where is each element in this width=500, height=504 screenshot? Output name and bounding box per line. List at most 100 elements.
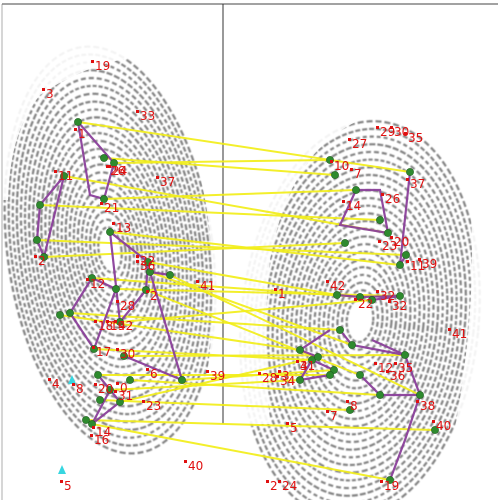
- minutia-index-label: 30: [120, 347, 135, 361]
- graph-edge: [388, 394, 422, 481]
- cyan-marker-icon: [58, 465, 66, 474]
- label-marker: [86, 278, 89, 281]
- graph-edge: [123, 270, 184, 382]
- print-outline-mask: [0, 0, 223, 200]
- minutia-point: [331, 171, 339, 179]
- ridge-line: [48, 131, 172, 369]
- minutia-point: [178, 376, 186, 384]
- minutia-point: [356, 293, 364, 301]
- minutia-point: [106, 386, 114, 394]
- label-marker: [350, 168, 353, 171]
- minutia-index-label: 31: [300, 359, 315, 373]
- label-marker: [330, 160, 333, 163]
- match-line: [113, 159, 331, 164]
- minutia-point: [36, 201, 44, 209]
- minutia-point: [126, 376, 134, 384]
- minutia-index-label: 1: [278, 287, 286, 301]
- minutia-index-label: 32: [392, 299, 407, 313]
- minutia-index-label: 23: [382, 239, 397, 253]
- minutia-point: [66, 309, 74, 317]
- right-fingerprint: [224, 0, 500, 504]
- label-marker: [94, 320, 97, 323]
- minutia-point: [386, 476, 394, 484]
- minutia-index-label: 22: [358, 297, 373, 311]
- label-marker: [106, 320, 109, 323]
- minutia-index-label: 26: [110, 164, 125, 178]
- minutia-index-label: 42: [330, 279, 345, 293]
- minutia-index-label: 14: [96, 425, 111, 439]
- graph-edge: [339, 329, 406, 357]
- minutia-index-label: 2: [150, 289, 158, 303]
- minutia-index-label: 28: [262, 371, 277, 385]
- ridge-line: [276, 181, 444, 459]
- match-line: [91, 423, 391, 481]
- label-marker: [380, 480, 383, 483]
- minutia-index-label: 19: [110, 319, 125, 333]
- minutia-point: [296, 346, 304, 354]
- label-marker: [348, 138, 351, 141]
- minutia-index-label: 10: [334, 159, 349, 173]
- match-line: [77, 121, 411, 173]
- label-marker: [326, 280, 329, 283]
- minutia-index-label: 30: [394, 125, 409, 139]
- ridge-line: [285, 196, 435, 444]
- label-marker: [196, 280, 199, 283]
- label-marker: [92, 426, 95, 429]
- print-outline-mask: [224, 0, 500, 424]
- match-line: [39, 204, 381, 221]
- label-marker: [386, 370, 389, 373]
- minutia-index-label: 17: [96, 345, 111, 359]
- label-marker: [184, 460, 187, 463]
- minutia-point: [336, 326, 344, 334]
- label-marker: [60, 480, 63, 483]
- ridge-line: [294, 212, 426, 428]
- minutia-index-label: 7: [354, 167, 362, 181]
- label-marker: [116, 348, 119, 351]
- match-line: [115, 288, 401, 297]
- minutiae-points: [33, 118, 439, 484]
- label-marker: [266, 480, 269, 483]
- label-marker: [54, 170, 57, 173]
- minutia-point: [376, 391, 384, 399]
- ridge-line: [290, 204, 430, 436]
- label-marker: [286, 422, 289, 425]
- minutia-index-label: 11: [410, 259, 425, 273]
- label-marker: [342, 200, 345, 203]
- label-marker: [388, 300, 391, 303]
- label-marker: [206, 370, 209, 373]
- match-line: [103, 157, 336, 176]
- label-marker: [100, 202, 103, 205]
- minutia-index-label: 5: [64, 479, 72, 493]
- graph-edge: [359, 354, 422, 397]
- ridge-line: [23, 84, 197, 416]
- label-marker: [326, 410, 329, 413]
- match-line: [43, 242, 346, 258]
- minutia-index-label: 16: [94, 433, 109, 447]
- ridge-line: [271, 173, 449, 467]
- minutia-point: [368, 296, 376, 304]
- match-line: [119, 356, 319, 403]
- minutia-index-label: 13: [116, 221, 131, 235]
- minutia-point: [406, 168, 414, 176]
- label-marker: [354, 298, 357, 301]
- minutia-point: [56, 311, 64, 319]
- label-marker: [94, 383, 97, 386]
- label-marker: [394, 362, 397, 365]
- minutia-point: [348, 341, 356, 349]
- minutia-index-label: 35: [408, 131, 423, 145]
- minutia-index-label: 40: [188, 459, 203, 473]
- minutia-point: [314, 353, 322, 361]
- label-marker: [116, 382, 119, 385]
- minutia-point: [82, 416, 90, 424]
- minutia-point: [116, 398, 124, 406]
- match-line: [103, 189, 357, 200]
- minutia-point: [144, 258, 152, 266]
- match-line: [93, 348, 313, 361]
- ridge-line: [308, 235, 412, 405]
- label-marker: [156, 176, 159, 179]
- minutia-index-label: 2: [38, 254, 46, 268]
- minutia-index-label: 33: [140, 109, 155, 123]
- ridge-line: [257, 150, 463, 490]
- match-line: [129, 379, 381, 396]
